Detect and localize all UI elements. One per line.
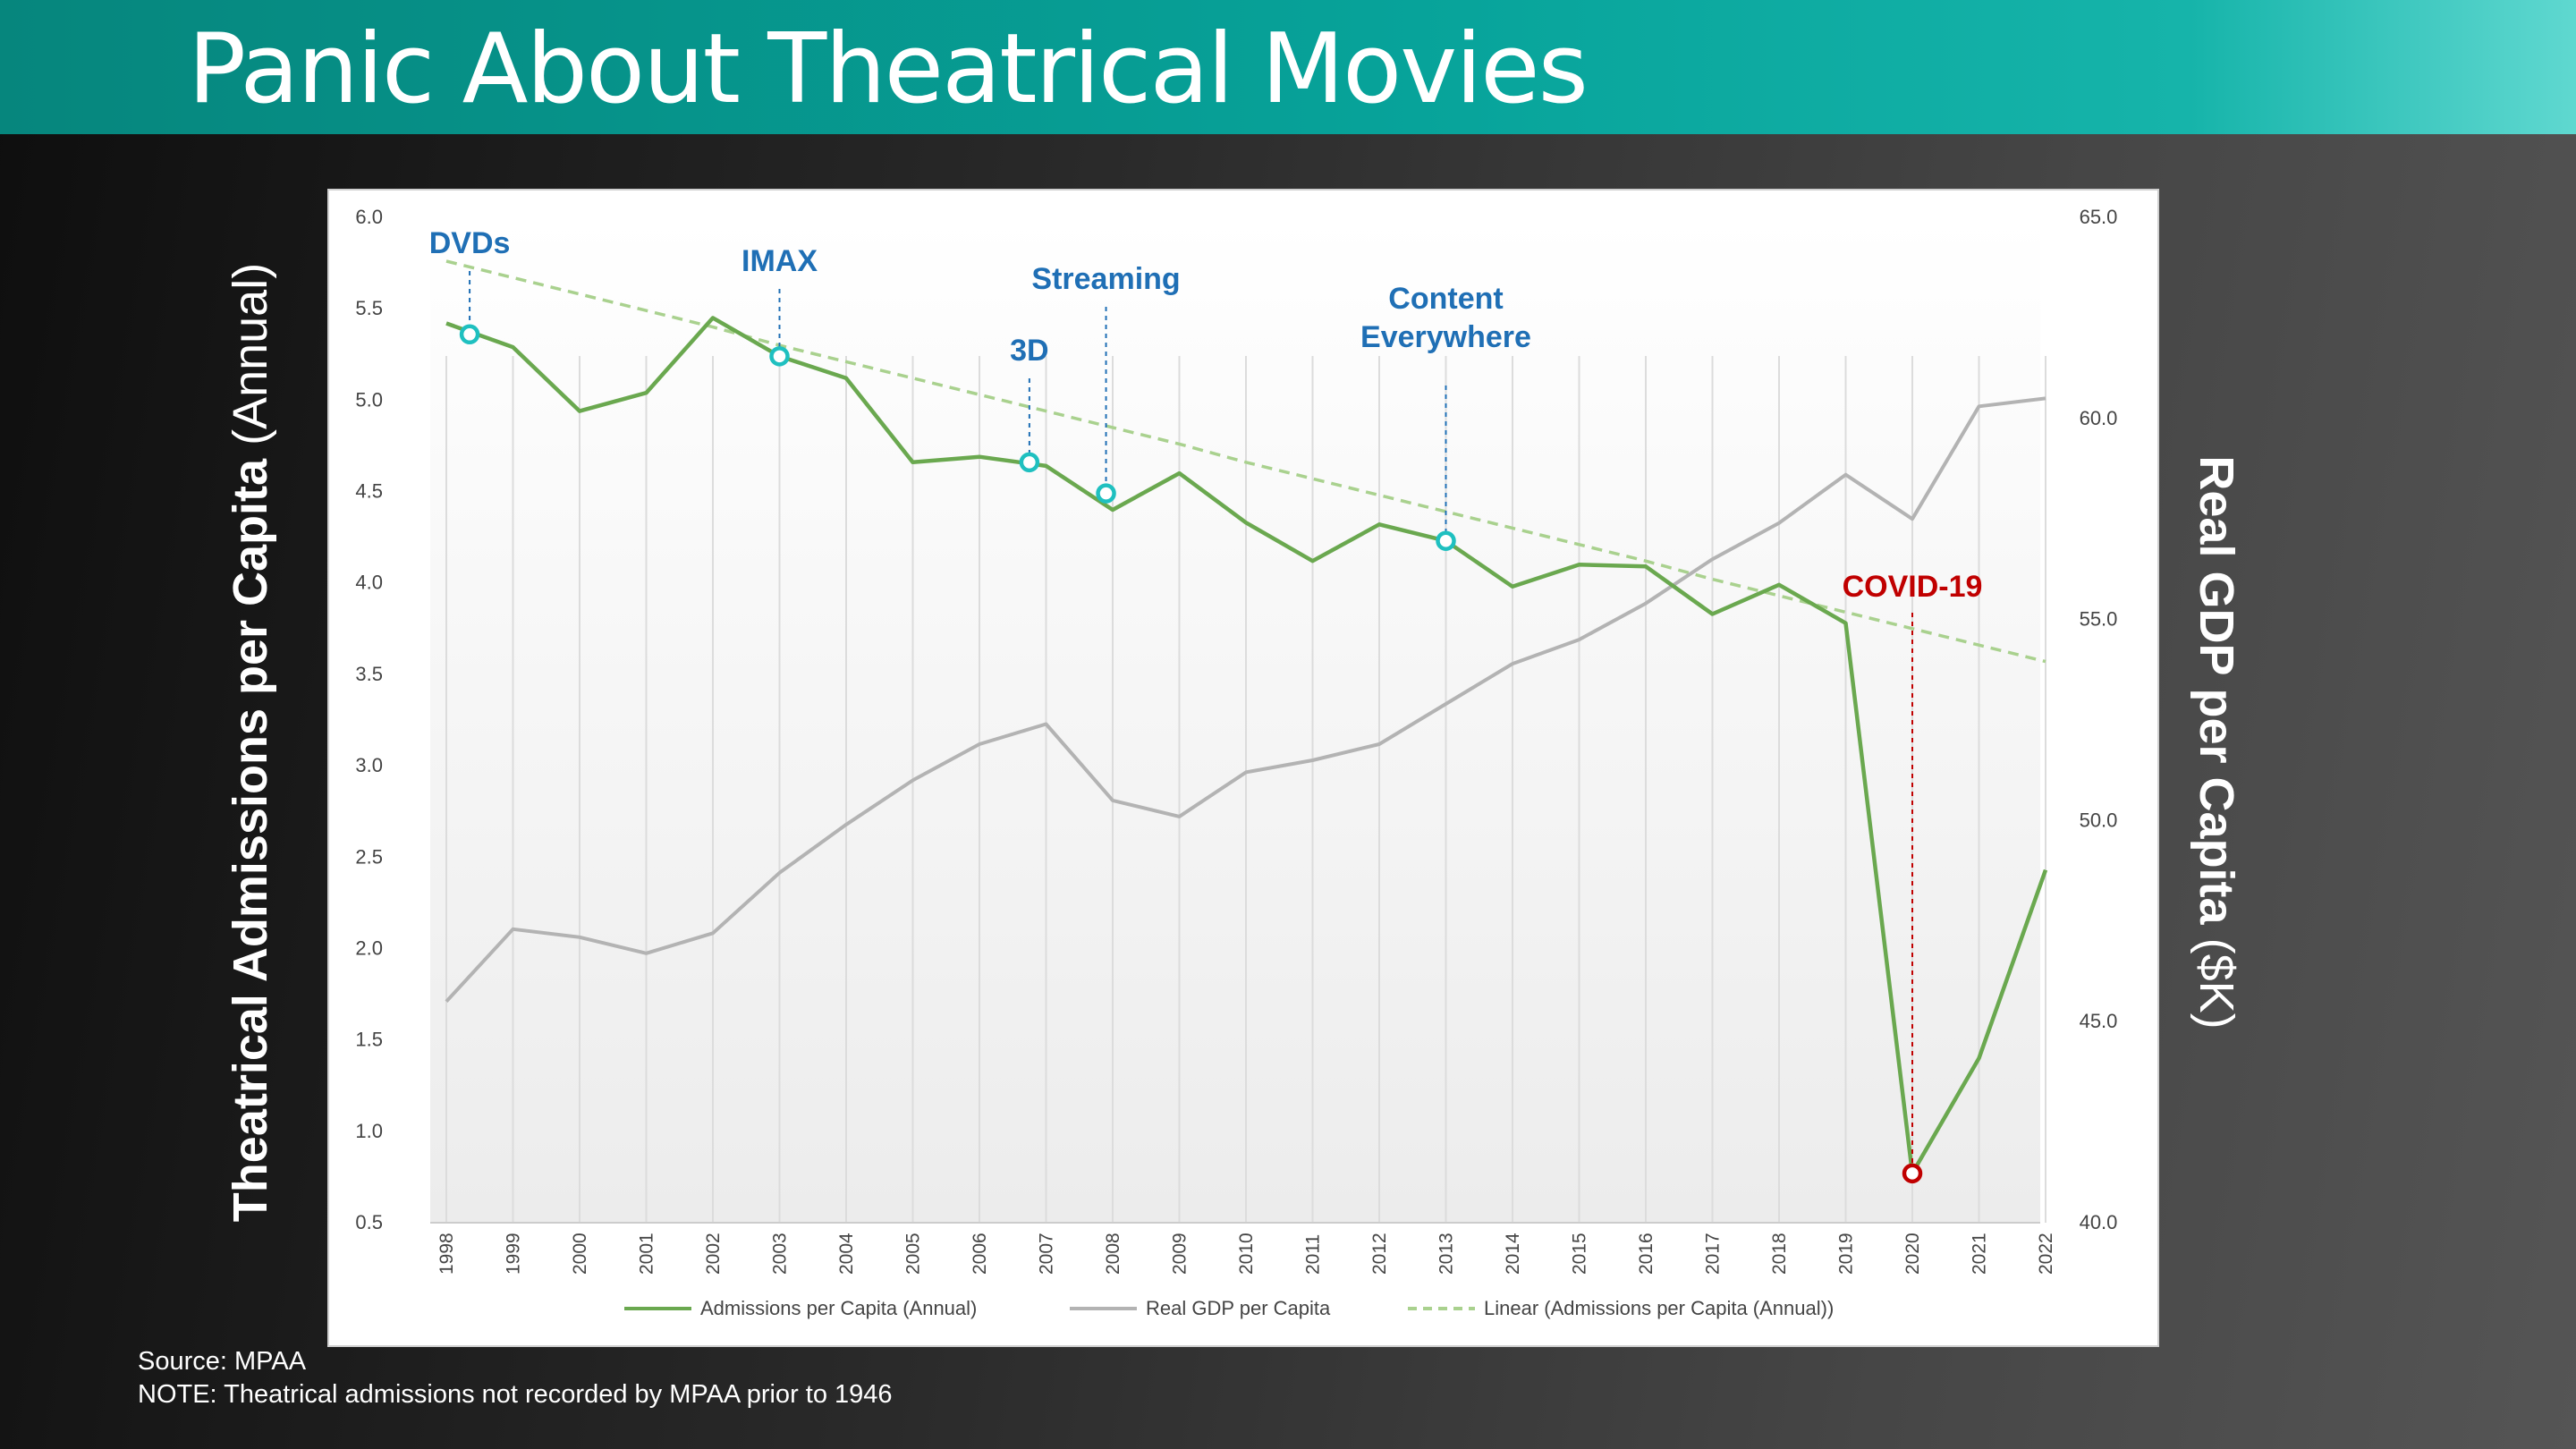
x-tick-label: 2011 [1303, 1234, 1324, 1275]
right-axis-title-bold: Real GDP per Capita [2190, 455, 2243, 925]
left-axis-title-unit: (Annual) [224, 262, 277, 445]
event-marker [1902, 1163, 1923, 1184]
y-left-tick-label: 1.5 [355, 1029, 383, 1051]
x-tick-label: 2010 [1236, 1233, 1257, 1275]
series-admissions-line [445, 316, 2048, 1176]
x-tick-label: 2020 [1902, 1233, 1923, 1275]
x-tick-label: 2018 [1769, 1233, 1790, 1275]
x-tick-label: 2013 [1436, 1233, 1457, 1275]
x-tick-label: 2005 [903, 1233, 924, 1275]
source-text: Source: MPAA [138, 1347, 307, 1376]
chart-area: 1998 1999 2000 2001 2002 2003 2004 2005 2006 2007… [327, 189, 2159, 1347]
event-label: COVID-19 [1843, 570, 1983, 604]
event-label: 3D [1010, 334, 1048, 368]
x-tick-label: 2021 [1970, 1233, 1990, 1275]
legend-label: Real GDP per Capita [1146, 1297, 1331, 1319]
line-chart: 1998 1999 2000 2001 2002 2003 2004 2005 2006 2007… [355, 206, 2118, 1319]
note-text: NOTE: Theatrical admissions not recorded… [138, 1380, 893, 1409]
x-tick-label: 2009 [1170, 1233, 1191, 1275]
x-tick-label: 2016 [1636, 1233, 1657, 1275]
x-tick-label: 1998 [436, 1233, 457, 1275]
event-marker [459, 324, 480, 345]
y-right-tick-label: 65.0 [2080, 206, 2118, 228]
y-left-tick-label: 5.5 [355, 297, 383, 319]
series-gdp-line [445, 396, 2046, 1004]
x-tick-label: 2003 [770, 1233, 791, 1275]
y-left-tick-label: 3.0 [355, 754, 383, 776]
x-tick-label: 2014 [1503, 1233, 1523, 1275]
x-tick-label: 2000 [570, 1233, 590, 1275]
title-bar: Panic About Theatrical Movies [0, 0, 2576, 134]
legend-label: Linear (Admissions per Capita (Annual)) [1484, 1297, 1834, 1319]
x-tick-label: 2017 [1703, 1233, 1724, 1275]
plot-background [430, 217, 2040, 1223]
event-marker [1436, 530, 1456, 551]
event-label: Content [1388, 282, 1503, 316]
event-label: IMAX [741, 244, 818, 278]
y-left-tick-label: 1.0 [355, 1120, 383, 1142]
y-left-tick-label: 3.5 [355, 663, 383, 685]
right-axis-title-unit: ($K) [2190, 937, 2243, 1030]
y-left-tick-label: 2.5 [355, 845, 383, 868]
y-left-tick-label: 0.5 [355, 1211, 383, 1233]
x-tick-label: 1999 [504, 1233, 524, 1275]
x-tick-label: 2008 [1103, 1233, 1123, 1275]
legend-label: Admissions per Capita (Annual) [700, 1297, 977, 1319]
y-left-tick-label: 4.0 [355, 572, 383, 594]
x-tick-label: 2004 [836, 1233, 857, 1275]
event-marker [769, 346, 790, 367]
y-right-tick-label: 40.0 [2080, 1211, 2118, 1233]
x-tick-label: 2012 [1369, 1233, 1390, 1275]
y-left-tick-label: 2.0 [355, 936, 383, 959]
event-label: Everywhere [1360, 320, 1531, 354]
x-tick-label: 2007 [1037, 1233, 1057, 1275]
y-left-tick-label: 5.0 [355, 388, 383, 411]
event-marker [1096, 483, 1116, 504]
x-tick-label: 2002 [703, 1233, 724, 1275]
x-tick-label: 2001 [637, 1233, 657, 1275]
slide-title: Panic About Theatrical Movies [188, 13, 1589, 125]
event-label: DVDs [429, 226, 511, 260]
y-right-tick-label: 50.0 [2080, 809, 2118, 831]
y-right-tick-label: 55.0 [2080, 608, 2118, 631]
series-trendline [445, 259, 2046, 664]
y-right-tick-label: 60.0 [2080, 407, 2118, 429]
x-tick-label: 2019 [1836, 1233, 1857, 1275]
x-tick-label: 2015 [1570, 1233, 1590, 1275]
left-axis-title-bold: Theatrical Admissions per Capita [224, 458, 277, 1223]
y-left-tick-label: 4.5 [355, 480, 383, 503]
x-tick-label: 2006 [970, 1233, 990, 1275]
x-tick-label: 2022 [2036, 1233, 2056, 1275]
event-label: Streaming [1031, 262, 1180, 296]
y-left-tick-label: 6.0 [355, 206, 383, 228]
y-right-tick-label: 45.0 [2080, 1010, 2118, 1032]
event-marker [1019, 452, 1040, 473]
